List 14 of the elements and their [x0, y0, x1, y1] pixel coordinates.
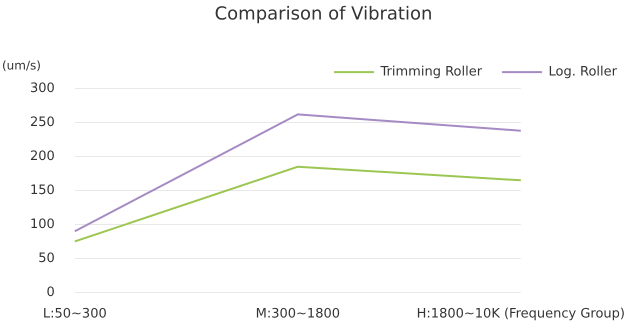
legend-label: Log. Roller	[548, 64, 618, 80]
y-tick-label: 300	[30, 80, 55, 96]
x-tick-label: H:1800~10K (Frequency Group)	[416, 306, 625, 322]
y-axis-title: (um/s)	[2, 58, 41, 73]
legend-label: Trimming Roller	[380, 64, 483, 80]
y-tick-label: 50	[38, 250, 55, 266]
y-tick-label: 100	[30, 216, 55, 232]
y-tick-label: 200	[30, 148, 55, 164]
y-tick-label: 0	[46, 284, 55, 300]
x-tick-label: M:300~1800	[256, 306, 340, 322]
y-tick-label: 250	[30, 114, 55, 130]
chart-title: Comparison of Vibration	[214, 3, 432, 24]
y-tick-label: 150	[30, 182, 55, 198]
x-tick-label: L:50~300	[42, 306, 107, 322]
